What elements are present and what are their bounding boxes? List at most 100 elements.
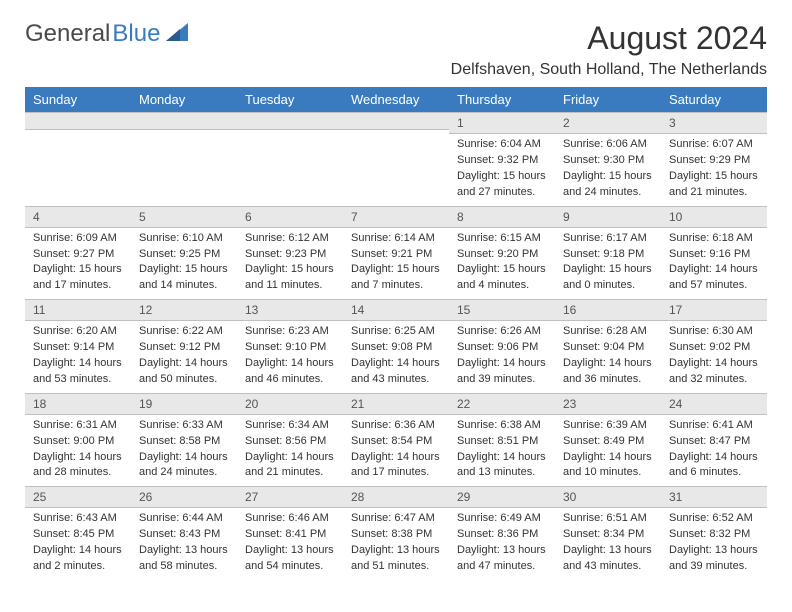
- sunset-text: Sunset: 9:20 PM: [457, 247, 547, 262]
- day-number: 1: [449, 112, 555, 134]
- day-content: Sunrise: 6:47 AMSunset: 8:38 PMDaylight:…: [343, 508, 449, 579]
- day-content: Sunrise: 6:12 AMSunset: 9:23 PMDaylight:…: [237, 228, 343, 299]
- sunset-text: Sunset: 8:45 PM: [33, 527, 123, 542]
- daylight1-text: Daylight: 15 hours: [457, 169, 547, 184]
- day-number: 30: [555, 486, 661, 508]
- day-number: 22: [449, 393, 555, 415]
- day-content: Sunrise: 6:33 AMSunset: 8:58 PMDaylight:…: [131, 415, 237, 486]
- calendar-week-row: 18Sunrise: 6:31 AMSunset: 9:00 PMDayligh…: [25, 393, 767, 487]
- day-content: Sunrise: 6:14 AMSunset: 9:21 PMDaylight:…: [343, 228, 449, 299]
- calendar-cell: 28Sunrise: 6:47 AMSunset: 8:38 PMDayligh…: [343, 486, 449, 580]
- sunset-text: Sunset: 9:30 PM: [563, 153, 653, 168]
- empty-daynum: [343, 112, 449, 130]
- daylight2-text: and 53 minutes.: [33, 372, 123, 387]
- daylight2-text: and 36 minutes.: [563, 372, 653, 387]
- daylight1-text: Daylight: 13 hours: [139, 543, 229, 558]
- calendar-week-row: 25Sunrise: 6:43 AMSunset: 8:45 PMDayligh…: [25, 486, 767, 580]
- sunrise-text: Sunrise: 6:52 AM: [669, 511, 759, 526]
- title-block: August 2024 Delfshaven, South Holland, T…: [451, 20, 767, 79]
- sunrise-text: Sunrise: 6:39 AM: [563, 418, 653, 433]
- daylight1-text: Daylight: 14 hours: [351, 450, 441, 465]
- day-content: Sunrise: 6:26 AMSunset: 9:06 PMDaylight:…: [449, 321, 555, 392]
- daylight2-text: and 43 minutes.: [563, 559, 653, 574]
- logo-text-1: General: [25, 20, 110, 48]
- day-content: Sunrise: 6:52 AMSunset: 8:32 PMDaylight:…: [661, 508, 767, 579]
- day-number: 28: [343, 486, 449, 508]
- calendar-cell: 12Sunrise: 6:22 AMSunset: 9:12 PMDayligh…: [131, 299, 237, 393]
- sunset-text: Sunset: 9:32 PM: [457, 153, 547, 168]
- daylight1-text: Daylight: 15 hours: [33, 262, 123, 277]
- daylight2-text: and 39 minutes.: [669, 559, 759, 574]
- daylight2-text: and 21 minutes.: [245, 465, 335, 480]
- sunset-text: Sunset: 8:51 PM: [457, 434, 547, 449]
- day-number: 19: [131, 393, 237, 415]
- daylight1-text: Daylight: 13 hours: [351, 543, 441, 558]
- header: GeneralBlue August 2024 Delfshaven, Sout…: [25, 20, 767, 79]
- daylight2-text: and 58 minutes.: [139, 559, 229, 574]
- calendar-cell: 5Sunrise: 6:10 AMSunset: 9:25 PMDaylight…: [131, 206, 237, 300]
- daylight1-text: Daylight: 15 hours: [457, 262, 547, 277]
- calendar-cell: 9Sunrise: 6:17 AMSunset: 9:18 PMDaylight…: [555, 206, 661, 300]
- calendar-cell: 13Sunrise: 6:23 AMSunset: 9:10 PMDayligh…: [237, 299, 343, 393]
- sunset-text: Sunset: 8:54 PM: [351, 434, 441, 449]
- day-number: 18: [25, 393, 131, 415]
- calendar-cell: 8Sunrise: 6:15 AMSunset: 9:20 PMDaylight…: [449, 206, 555, 300]
- logo-text-2: Blue: [112, 20, 160, 48]
- sunrise-text: Sunrise: 6:47 AM: [351, 511, 441, 526]
- day-number: 21: [343, 393, 449, 415]
- day-number: 2: [555, 112, 661, 134]
- day-content: Sunrise: 6:18 AMSunset: 9:16 PMDaylight:…: [661, 228, 767, 299]
- day-content: Sunrise: 6:20 AMSunset: 9:14 PMDaylight:…: [25, 321, 131, 392]
- sunset-text: Sunset: 9:12 PM: [139, 340, 229, 355]
- day-content: Sunrise: 6:30 AMSunset: 9:02 PMDaylight:…: [661, 321, 767, 392]
- sunrise-text: Sunrise: 6:23 AM: [245, 324, 335, 339]
- daylight2-text: and 21 minutes.: [669, 185, 759, 200]
- day-number: 11: [25, 299, 131, 321]
- day-content: Sunrise: 6:17 AMSunset: 9:18 PMDaylight:…: [555, 228, 661, 299]
- daylight2-text: and 13 minutes.: [457, 465, 547, 480]
- calendar-cell: 30Sunrise: 6:51 AMSunset: 8:34 PMDayligh…: [555, 486, 661, 580]
- empty-daynum: [131, 112, 237, 130]
- calendar-cell: 21Sunrise: 6:36 AMSunset: 8:54 PMDayligh…: [343, 393, 449, 487]
- daylight2-text: and 51 minutes.: [351, 559, 441, 574]
- empty-daynum: [237, 112, 343, 130]
- daylight1-text: Daylight: 15 hours: [669, 169, 759, 184]
- day-content: Sunrise: 6:28 AMSunset: 9:04 PMDaylight:…: [555, 321, 661, 392]
- sunset-text: Sunset: 8:34 PM: [563, 527, 653, 542]
- sunset-text: Sunset: 9:04 PM: [563, 340, 653, 355]
- sunrise-text: Sunrise: 6:38 AM: [457, 418, 547, 433]
- sunrise-text: Sunrise: 6:46 AM: [245, 511, 335, 526]
- daylight1-text: Daylight: 14 hours: [669, 450, 759, 465]
- daylight2-text: and 4 minutes.: [457, 278, 547, 293]
- calendar-week-row: 4Sunrise: 6:09 AMSunset: 9:27 PMDaylight…: [25, 206, 767, 300]
- sunrise-text: Sunrise: 6:04 AM: [457, 137, 547, 152]
- daylight1-text: Daylight: 13 hours: [245, 543, 335, 558]
- daylight2-text: and 7 minutes.: [351, 278, 441, 293]
- calendar-cell: 26Sunrise: 6:44 AMSunset: 8:43 PMDayligh…: [131, 486, 237, 580]
- daylight2-text: and 24 minutes.: [139, 465, 229, 480]
- empty-daynum: [25, 112, 131, 130]
- daylight2-text: and 0 minutes.: [563, 278, 653, 293]
- sunrise-text: Sunrise: 6:28 AM: [563, 324, 653, 339]
- calendar-cell: 27Sunrise: 6:46 AMSunset: 8:41 PMDayligh…: [237, 486, 343, 580]
- calendar-cell: 16Sunrise: 6:28 AMSunset: 9:04 PMDayligh…: [555, 299, 661, 393]
- day-content: Sunrise: 6:51 AMSunset: 8:34 PMDaylight:…: [555, 508, 661, 579]
- daylight1-text: Daylight: 15 hours: [563, 169, 653, 184]
- day-content: Sunrise: 6:31 AMSunset: 9:00 PMDaylight:…: [25, 415, 131, 486]
- day-content: Sunrise: 6:49 AMSunset: 8:36 PMDaylight:…: [449, 508, 555, 579]
- day-number: 4: [25, 206, 131, 228]
- daylight1-text: Daylight: 15 hours: [139, 262, 229, 277]
- day-content: Sunrise: 6:07 AMSunset: 9:29 PMDaylight:…: [661, 134, 767, 205]
- sunset-text: Sunset: 8:32 PM: [669, 527, 759, 542]
- day-number: 20: [237, 393, 343, 415]
- daylight2-text: and 39 minutes.: [457, 372, 547, 387]
- sunset-text: Sunset: 8:43 PM: [139, 527, 229, 542]
- sunset-text: Sunset: 9:10 PM: [245, 340, 335, 355]
- sunset-text: Sunset: 8:38 PM: [351, 527, 441, 542]
- day-number: 3: [661, 112, 767, 134]
- sunset-text: Sunset: 9:14 PM: [33, 340, 123, 355]
- day-number: 27: [237, 486, 343, 508]
- sunrise-text: Sunrise: 6:44 AM: [139, 511, 229, 526]
- day-number: 25: [25, 486, 131, 508]
- sunset-text: Sunset: 9:23 PM: [245, 247, 335, 262]
